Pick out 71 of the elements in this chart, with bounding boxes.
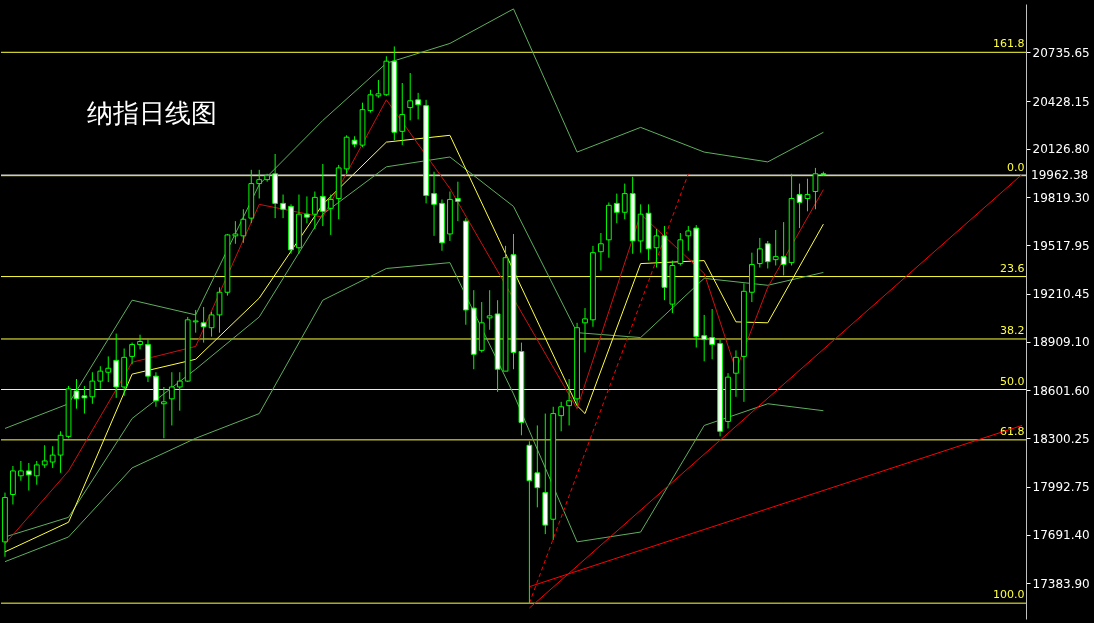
candlestick — [161, 386, 167, 439]
candlestick — [780, 221, 787, 276]
annotation: 50.0 — [999, 374, 1025, 388]
line-series — [4, 262, 824, 563]
candlestick — [415, 92, 422, 120]
y-tick-label: 17383.90 — [1032, 576, 1090, 591]
candlestick — [756, 237, 763, 269]
candlestick — [319, 163, 326, 227]
ref-line-label: 19962.38 — [1031, 167, 1089, 182]
candlestick — [304, 195, 310, 224]
candlestick — [701, 314, 708, 362]
candlestick — [49, 445, 56, 469]
candlestick — [677, 232, 684, 266]
candlestick — [192, 309, 199, 334]
candlestick — [17, 460, 24, 482]
candlestick — [232, 220, 239, 245]
candlestick — [455, 181, 461, 222]
candlestick — [10, 465, 16, 505]
y-tick-label: 17691.40 — [1032, 528, 1090, 543]
annotation: 38.2 — [999, 323, 1025, 337]
candlestick — [598, 232, 604, 272]
candlestick — [431, 171, 437, 237]
candlestick — [558, 401, 565, 432]
candlestick — [137, 334, 143, 350]
candlestick — [105, 355, 112, 383]
candlestick — [33, 460, 40, 486]
candlestick — [327, 194, 334, 236]
candlestick — [168, 371, 175, 426]
y-tick-label: 19210.45 — [1032, 287, 1090, 302]
candlestick — [200, 306, 207, 344]
y-tick-label: 20428.15 — [1032, 94, 1090, 109]
line-series — [4, 8, 824, 429]
annotation: 23.6 — [999, 261, 1025, 275]
y-tick-label: 18909.10 — [1032, 335, 1090, 350]
candlestick — [812, 167, 819, 210]
candlestick — [25, 462, 32, 492]
annotation: 0.0 — [1006, 160, 1025, 174]
candlestick — [97, 365, 104, 390]
annotation: 100.0 — [992, 588, 1025, 602]
candlestick — [280, 194, 286, 219]
y-tick-label: 20126.80 — [1032, 142, 1090, 157]
candlestick — [129, 342, 135, 365]
y-tick-label: 18300.25 — [1032, 431, 1090, 446]
annotation: 61.8 — [999, 424, 1025, 438]
text: 纳指日线图 — [87, 98, 217, 128]
candlestick — [176, 371, 183, 412]
annotation: 161.8 — [992, 37, 1025, 51]
y-tick-label: 19819.30 — [1032, 191, 1090, 205]
y-tick-label: 20735.65 — [1032, 45, 1090, 60]
candlestick — [709, 308, 716, 360]
y-tick-label: 18601.60 — [1032, 383, 1090, 398]
candlestick — [311, 191, 318, 230]
candlestick — [566, 378, 572, 426]
y-tick-label: 17992.75 — [1032, 480, 1090, 495]
candlestick — [733, 349, 739, 398]
candlestick — [685, 225, 692, 252]
y-tick-label: 19517.95 — [1032, 238, 1090, 253]
candlestick — [89, 371, 96, 405]
candlestick — [613, 193, 620, 224]
candlestick — [764, 240, 771, 269]
candlestick — [486, 289, 493, 331]
candlestick — [407, 72, 414, 121]
candlestick — [772, 229, 779, 266]
candlestick — [534, 424, 541, 508]
candlestick — [582, 307, 588, 353]
candlestick — [41, 444, 48, 469]
candlestick — [621, 183, 628, 220]
candlestick — [256, 169, 263, 199]
candlestick — [240, 208, 247, 244]
candlestick — [399, 82, 406, 146]
candlestick — [57, 430, 64, 474]
